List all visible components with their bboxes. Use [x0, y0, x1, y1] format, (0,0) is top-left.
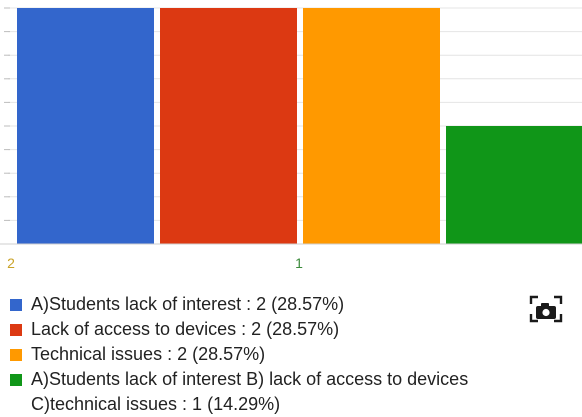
legend-swatch	[10, 324, 22, 336]
legend-swatch	[10, 349, 22, 361]
legend-item[interactable]: Technical issues : 2 (28.57%)	[10, 342, 535, 367]
bar-3[interactable]	[303, 8, 440, 244]
legend-swatch	[10, 299, 22, 311]
bar-chart: 2 1	[0, 7, 582, 271]
y-tick-label: 2	[7, 255, 15, 271]
bar-1[interactable]	[17, 8, 154, 244]
legend: A)Students lack of interest : 2 (28.57%)…	[10, 292, 535, 417]
legend-label: Lack of access to devices : 2 (28.57%)	[31, 319, 340, 339]
legend-item[interactable]: A)Students lack of interest B) lack of a…	[10, 367, 535, 417]
legend-item[interactable]: A)Students lack of interest : 2 (28.57%)	[10, 292, 535, 317]
legend-label: A)Students lack of interest B) lack of a…	[31, 369, 469, 414]
x-tick-label: 1	[295, 255, 303, 271]
legend-swatch	[10, 374, 22, 386]
legend-label: A)Students lack of interest : 2 (28.57%)	[31, 294, 345, 314]
legend-label: Technical issues : 2 (28.57%)	[31, 344, 266, 364]
bar-2[interactable]	[160, 8, 297, 244]
bars	[17, 8, 582, 244]
legend-item[interactable]: Lack of access to devices : 2 (28.57%)	[10, 317, 535, 342]
bar-4[interactable]	[446, 126, 582, 244]
camera-icon[interactable]	[529, 295, 563, 323]
